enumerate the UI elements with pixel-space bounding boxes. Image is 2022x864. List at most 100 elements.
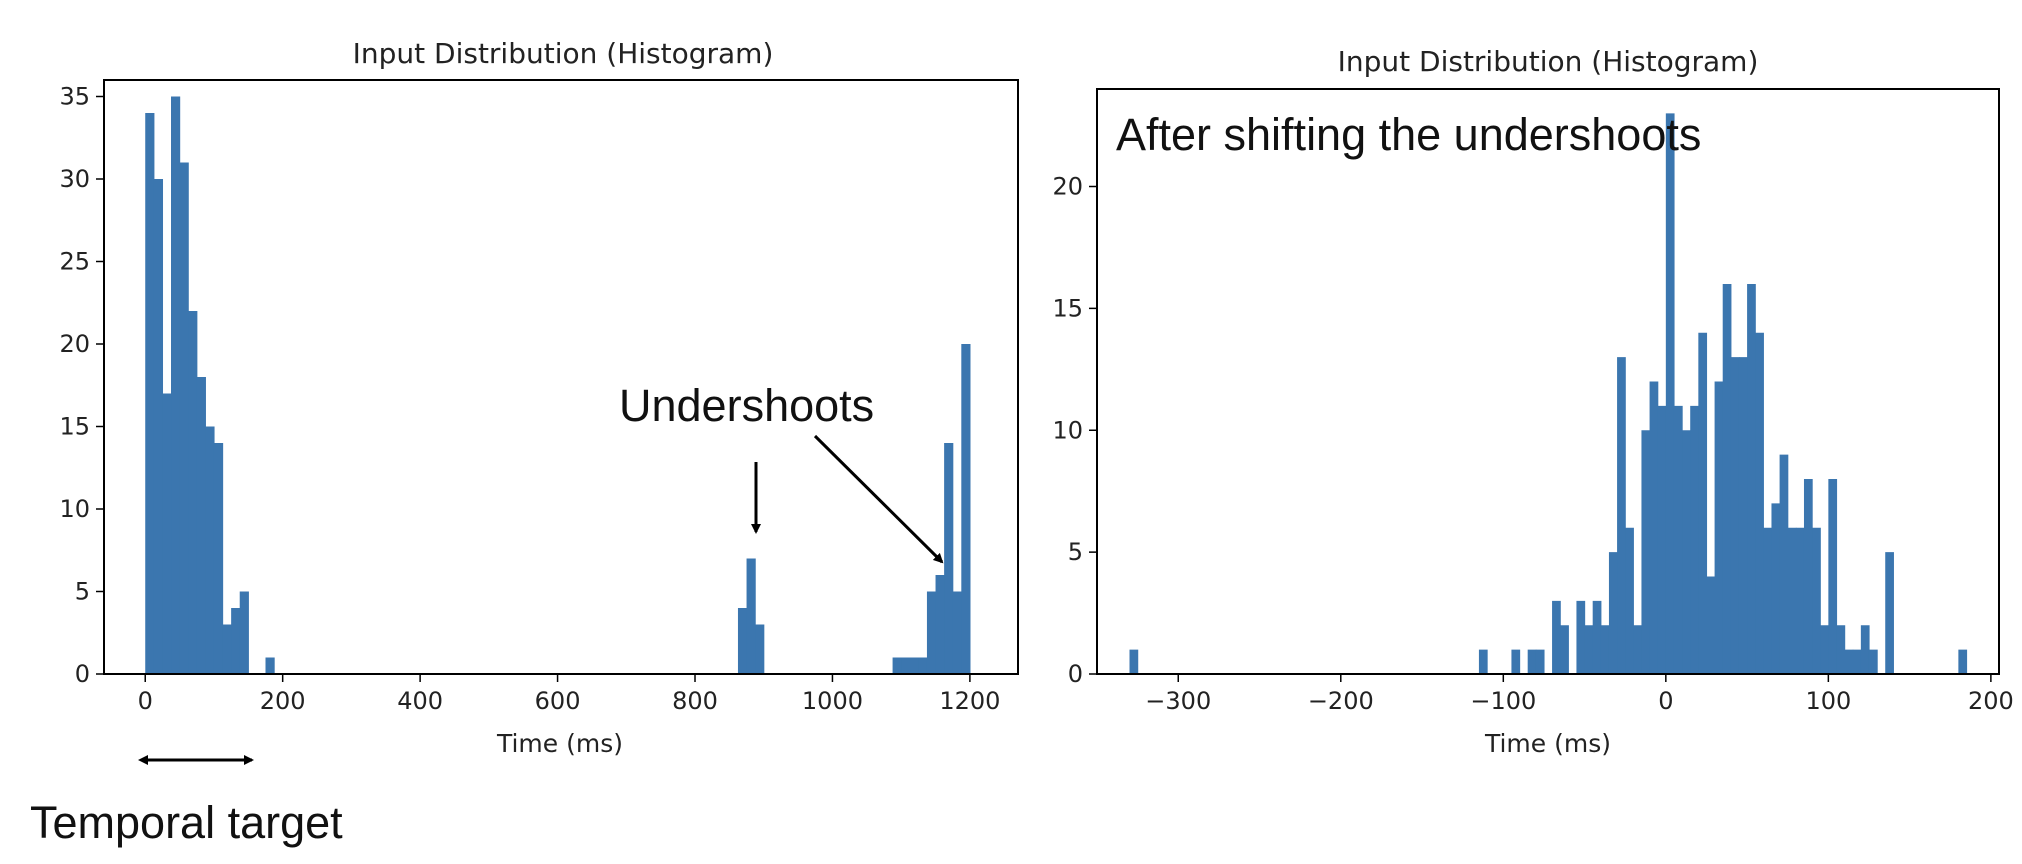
y-tick-label: 25 — [59, 248, 90, 276]
histogram-bar — [944, 443, 954, 674]
histogram-bar — [1527, 649, 1537, 674]
histogram-bar — [1535, 649, 1545, 674]
y-tick-label: 0 — [75, 660, 90, 688]
left-histogram: Input Distribution (Histogram) 0 200 400 60… — [59, 37, 1019, 758]
y-tick-label: 15 — [1052, 294, 1083, 322]
plot-frame — [103, 79, 1019, 675]
histogram-bar — [1584, 625, 1594, 674]
y-tick-label: 5 — [1068, 538, 1083, 566]
y-tick-label: 30 — [59, 165, 90, 193]
histogram-bar — [153, 179, 164, 674]
x-axis-ticks: 0 200 400 600 800 1000 1200 — [138, 674, 1000, 715]
histogram-bar — [188, 311, 198, 674]
histogram-bar — [1860, 625, 1870, 674]
histogram-bar — [222, 624, 232, 674]
x-tick-label: 1200 — [939, 687, 1000, 715]
histogram-bar — [892, 657, 902, 674]
histogram-bar — [909, 657, 919, 674]
x-tick-label: 0 — [138, 687, 153, 715]
histogram-bar — [179, 162, 189, 674]
x-tick-label: −200 — [1308, 687, 1374, 715]
after-shift-label: After shifting the undershoots — [1116, 109, 1702, 160]
histogram-bar — [1633, 625, 1643, 674]
histogram-bar — [1576, 600, 1586, 674]
histogram-bar — [1738, 357, 1748, 674]
histogram-bar — [1958, 649, 1968, 674]
x-tick-label: 1000 — [802, 687, 863, 715]
histogram-bar — [1763, 527, 1773, 674]
histogram-bar — [935, 575, 945, 674]
histogram-bar — [205, 426, 215, 674]
histogram-bar — [1617, 357, 1626, 674]
histogram-bar — [145, 113, 155, 674]
histogram-bar — [1714, 381, 1724, 674]
histogram-bar — [162, 393, 172, 674]
histogram-bar — [746, 558, 756, 674]
y-axis-ticks: 0 5 10 15 20 — [1052, 173, 1097, 688]
histogram-bar — [918, 657, 928, 674]
histogram-bar — [1600, 625, 1610, 674]
x-tick-label: 400 — [397, 687, 443, 715]
histogram-bar — [755, 624, 765, 674]
plot-frame — [1096, 88, 2000, 675]
histogram-bar — [1771, 503, 1781, 674]
x-axis-label: Time (ms) — [496, 729, 623, 758]
histogram-bar — [1787, 527, 1797, 674]
chart-title: Input Distribution (Histogram) — [353, 37, 774, 70]
histogram-bar — [1747, 284, 1756, 674]
x-tick-label: −100 — [1470, 687, 1536, 715]
histogram-bar — [926, 591, 937, 674]
y-axis-ticks: 0 5 10 15 20 25 30 35 — [59, 83, 104, 688]
histogram-bar — [1812, 527, 1821, 674]
histogram-bar — [1698, 332, 1708, 674]
histogram-bar — [1722, 284, 1732, 674]
histogram-bar — [1552, 600, 1561, 674]
histogram-bar — [961, 344, 971, 674]
histogram-bar — [1852, 649, 1862, 674]
y-tick-label: 10 — [1052, 416, 1083, 444]
histogram-bar — [1511, 649, 1521, 674]
histogram-bar — [1795, 527, 1805, 674]
histogram-bar — [1673, 405, 1683, 674]
histogram-bar — [1682, 430, 1691, 674]
chart-title: Input Distribution (Histogram) — [1338, 45, 1759, 78]
histogram-bar — [1779, 454, 1789, 674]
histogram-bar — [1844, 649, 1854, 674]
histogram-bar — [1828, 479, 1838, 674]
y-tick-label: 0 — [1068, 660, 1083, 688]
x-axis-label: Time (ms) — [1484, 729, 1611, 758]
histogram-bar — [1803, 479, 1813, 674]
histogram-bar — [1706, 576, 1716, 674]
histogram-bar — [213, 443, 224, 674]
histogram-bar — [1836, 625, 1846, 674]
x-tick-label: 100 — [1805, 687, 1851, 715]
y-tick-label: 20 — [59, 330, 90, 358]
histogram-bar — [239, 591, 249, 674]
histogram-bar — [1478, 649, 1488, 674]
y-tick-label: 5 — [75, 578, 90, 606]
right-histogram: Input Distribution (Histogram) −300 −200−… — [1052, 45, 2013, 758]
left-histogram-bars — [145, 96, 971, 674]
y-tick-label: 10 — [59, 495, 90, 523]
x-tick-label: 0 — [1658, 687, 1673, 715]
histogram-bar — [1730, 357, 1740, 674]
histogram-bar — [1608, 552, 1618, 674]
histogram-bar — [171, 96, 181, 674]
histogram-bar — [901, 657, 911, 674]
histogram-bar — [1641, 430, 1651, 674]
right-histogram-bars — [1129, 113, 1968, 674]
y-tick-label: 20 — [1052, 173, 1083, 201]
x-axis-ticks: −300 −200 −100 0 100 200 — [1145, 674, 2014, 715]
histogram-bar — [1665, 113, 1675, 674]
y-tick-label: 15 — [59, 413, 90, 441]
x-tick-label: 200 — [1968, 687, 2014, 715]
histogram-bar — [952, 591, 962, 674]
histogram-bar — [196, 377, 206, 674]
temporal-target-label: Temporal target — [30, 797, 343, 848]
histogram-bar — [1820, 625, 1829, 674]
histogram-bar — [1649, 381, 1659, 674]
x-tick-label: 200 — [260, 687, 306, 715]
y-tick-label: 35 — [59, 83, 90, 111]
histogram-bar — [1690, 405, 1699, 674]
